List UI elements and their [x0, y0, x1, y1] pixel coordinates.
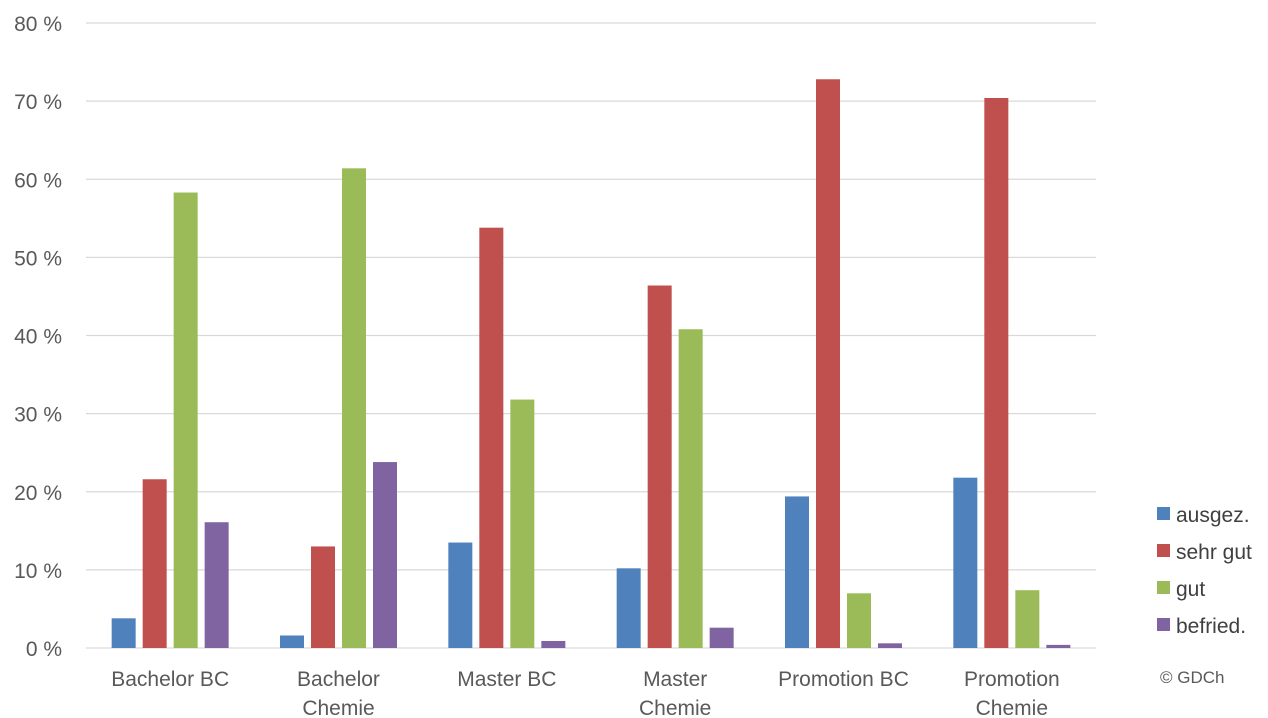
bar-befried	[541, 640, 566, 648]
bar-sehrgut	[984, 98, 1009, 648]
bar-gut	[342, 168, 366, 648]
legend-swatch	[1157, 544, 1170, 557]
legend: ausgez. sehr gut gut befried.	[1157, 504, 1252, 638]
x-tick-label-line: Master BC	[457, 668, 556, 691]
bar-ausgez	[111, 618, 136, 648]
x-tick-label-line: Chemie	[639, 697, 711, 718]
bar-befried	[878, 643, 902, 648]
bar-gut	[510, 399, 535, 648]
bar-befried	[373, 462, 397, 648]
x-tick-label: Promotion Chemie	[964, 668, 1060, 718]
bar-sehrgut	[479, 227, 504, 648]
x-tick-label-line: Chemie	[302, 697, 374, 718]
x-tick-label: Bachelor Chemie	[297, 668, 380, 718]
bar-befried	[709, 627, 734, 648]
legend-label: befried.	[1176, 615, 1246, 638]
bar-gut	[1015, 590, 1040, 648]
y-tick-label: 30 %	[14, 404, 62, 427]
x-tick-label: Bachelor BC	[111, 668, 229, 691]
gridlines	[86, 22, 1096, 649]
bars	[111, 79, 1071, 648]
copyright-note: © GDCh	[1160, 668, 1224, 687]
x-tick-label-line: Chemie	[976, 697, 1048, 718]
y-tick-label: 20 %	[14, 482, 62, 505]
y-tick-label: 10 %	[14, 560, 62, 583]
y-tick-label: 60 %	[14, 169, 62, 192]
bar-ausgez	[953, 477, 978, 648]
legend-swatch	[1157, 618, 1170, 631]
x-axis-tick-labels: Bachelor BC Bachelor Chemie Master BC Master…	[111, 668, 1059, 718]
x-tick-label-line: Master	[643, 668, 707, 691]
legend-label: ausgez.	[1176, 504, 1250, 527]
y-tick-label: 80 %	[14, 13, 62, 36]
bar-sehrgut	[142, 479, 167, 648]
bar-gut	[847, 593, 871, 648]
legend-swatch	[1157, 507, 1170, 520]
x-tick-label: Promotion BC	[778, 668, 909, 691]
x-tick-label-line: Bachelor BC	[111, 668, 229, 691]
bar-ausgez	[280, 635, 304, 648]
x-tick-label-line: Promotion BC	[778, 668, 909, 691]
bar-sehrgut	[311, 546, 335, 648]
x-tick-label-line: Bachelor	[297, 668, 380, 691]
y-tick-label: 40 %	[14, 326, 62, 349]
bar-ausgez	[616, 568, 641, 648]
bar-gut	[678, 329, 703, 648]
bar-sehrgut	[647, 285, 672, 648]
legend-label: gut	[1176, 578, 1205, 601]
legend-swatch	[1157, 581, 1170, 594]
bar-ausgez	[785, 496, 809, 648]
y-tick-label: 0 %	[26, 638, 62, 661]
y-axis-tick-labels: 0 % 10 % 20 % 30 % 40 % 50 % 60 % 70 % 80 %	[14, 13, 62, 661]
bar-gut	[173, 192, 198, 648]
legend-label: sehr gut	[1176, 541, 1252, 564]
x-tick-label: Master Chemie	[639, 668, 711, 718]
bar-ausgez	[448, 542, 473, 648]
x-tick-label: Master BC	[457, 668, 556, 691]
x-tick-label-line: Promotion	[964, 668, 1060, 691]
bar-befried	[204, 522, 229, 648]
y-tick-label: 50 %	[14, 247, 62, 270]
y-tick-label: 70 %	[14, 91, 62, 114]
bar-sehrgut	[816, 79, 840, 648]
bar-befried	[1046, 644, 1071, 648]
